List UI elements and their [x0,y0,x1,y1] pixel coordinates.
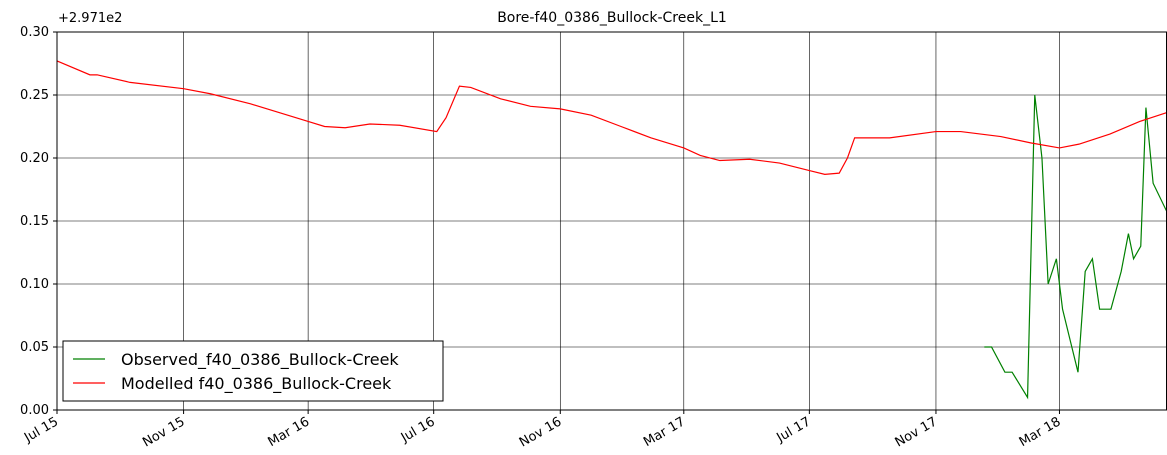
x-tick-label: Mar 16 [265,414,312,450]
x-tick-label: Nov 17 [893,414,940,450]
x-tick-label: Jul 17 [774,414,814,446]
x-tick-label: Nov 15 [140,414,187,450]
legend: Observed_f40_0386_Bullock-Creek Modelled … [62,340,444,402]
series-line [984,94,1167,400]
x-tick-label: Jul 15 [21,414,61,446]
y-tick-label: 0.00 [20,403,49,418]
legend-label: Observed_f40_0386_Bullock-Creek [121,350,399,370]
x-tick-label: Mar 18 [1017,414,1064,450]
y-tick-label: 0.20 [20,151,49,166]
y-tick-label: 0.10 [20,277,49,292]
y-tick-label: 0.15 [20,214,49,229]
x-tick-label: Nov 16 [517,414,564,450]
chart-title: Bore-f40_0386_Bullock-Creek_L1 [497,10,727,26]
series-line [56,60,1167,175]
y-tick-label: 0.25 [20,88,49,103]
x-tick-label: Jul 16 [398,414,438,446]
offset-label: +2.971e2 [58,11,122,26]
y-tick-label: 0.30 [20,25,49,40]
legend-box [62,340,444,402]
legend-label: Modelled f40_0386_Bullock-Creek [121,374,392,394]
x-tick-label: Mar 17 [641,414,688,450]
y-tick-label: 0.05 [20,340,49,355]
